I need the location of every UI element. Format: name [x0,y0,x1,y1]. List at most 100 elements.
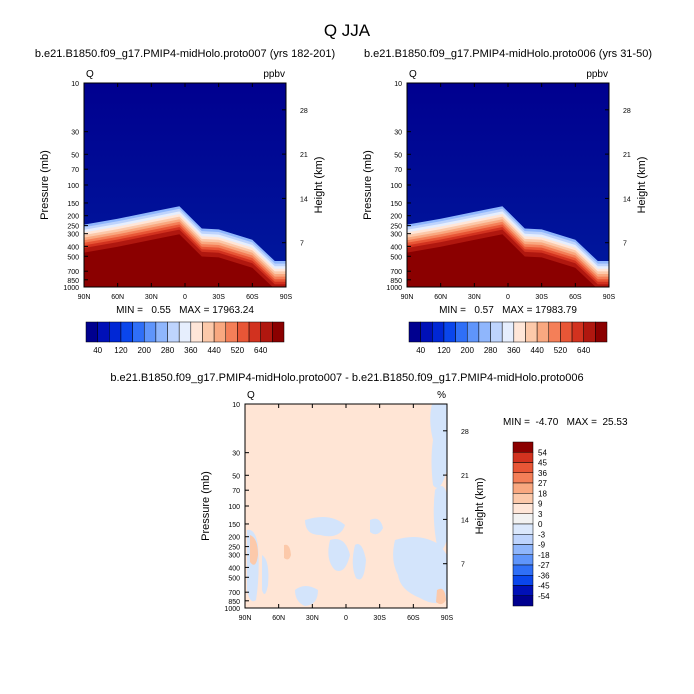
y-tick-label: 150 [390,201,402,208]
colorbar-label: 360 [184,346,198,355]
stats-label: MIN = 0.57 MAX = 17983.79 [439,305,577,316]
colorbar-swatch [455,321,468,343]
colorbar-swatch [190,321,203,343]
colorbar-label: -18 [538,551,550,560]
y-tick-label: 700 [67,269,79,276]
colorbar-label: 45 [538,459,547,468]
x-axis: 90N 60N 30N 0 30S 60S 90S [239,404,454,622]
patch [284,544,291,560]
y-tick-label: 70 [394,167,402,174]
plot-area [407,83,609,287]
y-axis-right: 28 21 14 7 [443,429,469,569]
moisture-core [84,234,273,287]
x-tick-label: 0 [183,294,187,301]
patch [433,486,447,550]
colorbar-swatch [512,503,534,514]
y-tick-label: 400 [390,244,402,251]
x-tick-label: 60N [434,294,447,301]
y-right-tick-label: 28 [461,429,469,436]
moist-layer-bands [407,206,609,287]
y-tick-label: 850 [228,599,240,606]
y-tick-label: 100 [228,504,240,511]
colorbar-label: 200 [461,346,475,355]
colorbar: 40 120 200 280 360 440 520 640 [85,321,285,355]
y-axis-right-label: Height (km) [313,157,325,214]
y-tick-label: 50 [394,152,402,159]
colorbar-swatch [512,544,534,555]
y-tick-label: 30 [232,451,240,458]
x-tick-label: 30S [373,615,386,622]
negative-patches [247,404,447,606]
colorbar-swatch [260,321,273,343]
colorbar-swatch [120,321,133,343]
colorbar-label: 27 [538,479,547,488]
colorbar-swatch [213,321,227,343]
y-tick-label: 500 [67,254,79,261]
panel-1: b.e21.B1850.f09_g17.PMIP4-midHolo.proto0… [362,48,652,355]
colorbar-swatch [420,321,433,343]
colorbar-label: 200 [138,346,152,355]
x-tick-label: 90N [78,294,91,301]
y-tick-label: 1000 [386,285,402,292]
patch [436,588,446,605]
colorbar-swatch [466,321,480,343]
colorbar-swatch [512,493,534,504]
colorbar-swatch [512,575,534,586]
y-tick-label: 30 [71,130,79,137]
variable-label: Q [86,69,94,80]
variable-label: Q [409,69,417,80]
colorbar-swatch [512,595,534,607]
colorbar-label: 9 [538,500,543,509]
y-tick-label: 850 [390,278,402,285]
colorbar-swatch [272,321,285,343]
y-tick-label: 10 [394,81,402,88]
colorbar-label: 440 [530,346,544,355]
y-tick-label: 200 [67,214,79,221]
x-tick-label: 60N [272,615,285,622]
panel-title: b.e21.B1850.f09_g17.PMIP4-midHolo.proto0… [35,48,335,60]
patch [393,536,447,604]
positive-patches [250,535,446,605]
y-tick-label: 30 [394,130,402,137]
colorbar-swatch [109,321,122,343]
x-tick-label: 30N [145,294,158,301]
y-tick-label: 300 [390,232,402,239]
y-tick-label: 400 [67,244,79,251]
colorbar-swatch [490,321,503,343]
colorbar-swatch [512,554,534,566]
colorbar-swatch [548,321,561,343]
patch [352,544,366,580]
colorbar-swatch [478,321,491,343]
colorbar-label: 3 [538,510,543,519]
x-axis: 90N 60N 30N 0 30S 60S 90S [401,83,616,301]
figure-title: Q JJA [324,21,371,40]
colorbar-swatch [225,321,238,343]
colorbar-label: 18 [538,489,547,498]
colorbar-label: -9 [538,541,546,550]
y-tick-label: 300 [67,232,79,239]
y-right-tick-label: 7 [623,241,627,248]
colorbar-label: 520 [554,346,568,355]
colorbar-swatch [512,452,534,463]
colorbar-swatch [525,321,538,343]
colorbar-swatch [512,482,534,494]
y-right-tick-label: 7 [300,241,304,248]
y-tick-label: 250 [67,224,79,231]
y-right-tick-label: 14 [300,196,308,203]
patch [370,518,383,535]
moist-layer-bands [84,206,286,287]
plot-area [245,404,447,608]
x-tick-label: 30N [306,615,319,622]
y-tick-label: 850 [67,278,79,285]
colorbar-swatch [237,321,250,343]
colorbar-swatch [501,321,515,343]
patch [305,516,345,537]
y-axis-right-label: Height (km) [474,478,486,535]
y-right-tick-label: 28 [300,108,308,115]
plot-area [84,83,286,287]
colorbar-label: 40 [416,346,425,355]
colorbar-swatch [143,321,157,343]
colorbar-swatch [560,321,573,343]
